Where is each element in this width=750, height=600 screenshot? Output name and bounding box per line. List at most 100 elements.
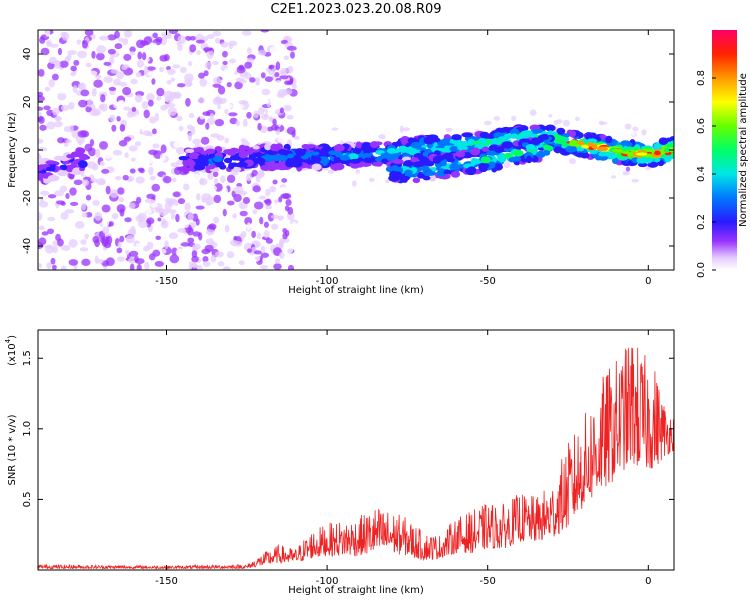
spectrogram-noise-blob <box>277 136 285 143</box>
spectrogram-y-ticks: -40 -20 0 20 40 <box>22 48 674 254</box>
spectrogram-noise-blob <box>214 251 224 258</box>
spectrogram-noise-blob <box>139 168 145 174</box>
spectrogram-ridge-blob <box>277 149 288 155</box>
spectrogram-noise-blob <box>114 30 120 39</box>
spectrogram-noise-blob <box>134 258 145 265</box>
spectrogram-noise-blob <box>50 257 56 265</box>
spectrogram-ridge-blob <box>45 160 57 165</box>
spectrogram-noise-blob <box>157 217 162 222</box>
spectrogram-noise-blob <box>624 123 632 130</box>
spectrogram-ridge-blob <box>520 157 527 163</box>
spectrogram-noise-blob <box>54 115 62 122</box>
spectrogram-noise-blob <box>92 40 98 50</box>
spectrogram-noise-blob <box>118 99 126 108</box>
spectrogram-ridge-blob <box>331 163 340 171</box>
spectrogram-ridge-blob <box>185 148 195 154</box>
spectrogram-noise-blob <box>204 244 214 252</box>
spectrogram-noise-blob <box>84 30 94 36</box>
spectrogram-noise-blob <box>167 68 176 75</box>
spectrogram-ridge-blob <box>266 150 278 156</box>
spectrogram-ridge-blob <box>389 170 398 179</box>
spectrogram-noise-blob <box>280 67 288 76</box>
spectrogram-noise-blob <box>147 99 154 107</box>
spectrogram-ridge-blob <box>304 151 313 158</box>
spectrogram-noise-blob <box>85 106 92 113</box>
spectrogram-noise-blob <box>228 112 238 117</box>
colorbar-gradient <box>712 30 737 270</box>
spectrogram-ridge-blob <box>452 139 460 146</box>
spectrogram-noise-blob <box>256 232 262 240</box>
spectrogram-noise-blob <box>115 176 122 181</box>
spectrogram-noise-blob <box>274 80 283 86</box>
spectrogram-noise-blob <box>103 61 112 66</box>
spectrogram-noise-blob <box>229 58 236 64</box>
spectrogram-noise-blob <box>65 192 70 200</box>
spectrogram-ridge-blob <box>512 149 524 157</box>
spectrogram-noise-blob <box>100 94 106 103</box>
spectrogram-noise-blob <box>94 132 100 138</box>
spectrogram-ridge-blob <box>368 148 377 153</box>
spectrogram-ridge-blob <box>438 168 445 174</box>
spectrogram-noise-blob <box>91 87 97 97</box>
spectrogram-noise-blob <box>632 126 639 132</box>
spectrogram-noise-blob <box>399 125 404 133</box>
spectrogram-noise-blob <box>246 111 252 119</box>
spectrogram-noise-blob <box>351 180 357 187</box>
spectrogram-noise-blob <box>253 201 264 210</box>
spectrogram-noise-blob <box>195 218 200 226</box>
spectrogram-noise-blob <box>263 221 269 228</box>
spectrogram-noise-blob <box>217 104 222 110</box>
spectrogram-noise-blob <box>162 175 172 184</box>
spectrogram-ridge-blob <box>295 148 306 157</box>
spectrogram-noise-blob <box>212 30 222 37</box>
spectrogram-noise-blob <box>207 172 214 180</box>
spectrogram-noise-blob <box>239 210 248 217</box>
spectrogram-noise-blob <box>630 131 636 136</box>
spectrogram-noise-blob <box>224 108 229 114</box>
spectrogram-noise-blob <box>182 183 190 191</box>
spectrogram-noise-blob <box>483 112 492 116</box>
spectrogram-noise-blob <box>214 118 225 127</box>
spectrogram-noise-blob <box>189 44 197 53</box>
spectrogram-noise-blob <box>79 247 89 252</box>
spectrogram-noise-blob <box>159 66 164 73</box>
spectrogram-noise-blob <box>291 84 297 90</box>
spectrogram-noise-blob <box>245 173 252 182</box>
spectrogram-noise-blob <box>57 238 64 247</box>
spectrogram-noise-blob <box>289 51 296 59</box>
spectrogram-ridge-blob <box>404 147 412 154</box>
spectrogram-noise-blob <box>116 115 121 122</box>
spectrogram-noise-blob <box>212 171 219 178</box>
spectrogram-ridge-blob <box>182 160 189 166</box>
spectrogram-noise-blob <box>154 112 160 122</box>
spectrogram-noise-blob <box>134 114 144 120</box>
spectrogram-noise-blob <box>89 139 95 147</box>
spectrogram-noise-blob <box>208 185 218 193</box>
spectrogram-ridge-blob <box>311 163 322 171</box>
spectrogram-noise-blob <box>108 221 114 227</box>
spectrogram-noise-blob <box>395 132 402 140</box>
spectrogram-noise-blob <box>81 258 91 267</box>
spectrogram-noise-blob <box>76 39 82 45</box>
spectrogram-noise-blob <box>269 46 279 55</box>
spectrogram-noise-blob <box>229 117 238 125</box>
spectrogram-noise-blob <box>137 51 143 60</box>
spectrogram-noise-blob <box>65 138 72 144</box>
spectrogram-noise-blob <box>223 266 229 270</box>
spectrogram-noise-blob <box>110 69 120 74</box>
spectrogram-noise-blob <box>156 87 165 97</box>
spectrogram-noise-blob <box>246 248 253 253</box>
spectrogram-noise-blob <box>222 208 227 217</box>
spectrogram-noise-blob <box>265 238 273 244</box>
spectrogram-noise-blob <box>161 248 167 254</box>
spectrogram-noise-blob <box>38 68 45 77</box>
spectrogram-noise-blob <box>224 104 234 109</box>
spectrogram-noise-blob <box>380 170 387 177</box>
spectrogram-ridge-blob <box>181 165 188 171</box>
spectrogram-noise-blob <box>184 73 194 83</box>
spectrogram-noise-blob <box>99 140 109 150</box>
spectrogram-noise-blob <box>123 246 131 251</box>
spectrogram-ridge-blob <box>77 160 88 169</box>
spectrogram-ridge-blob <box>334 151 344 158</box>
